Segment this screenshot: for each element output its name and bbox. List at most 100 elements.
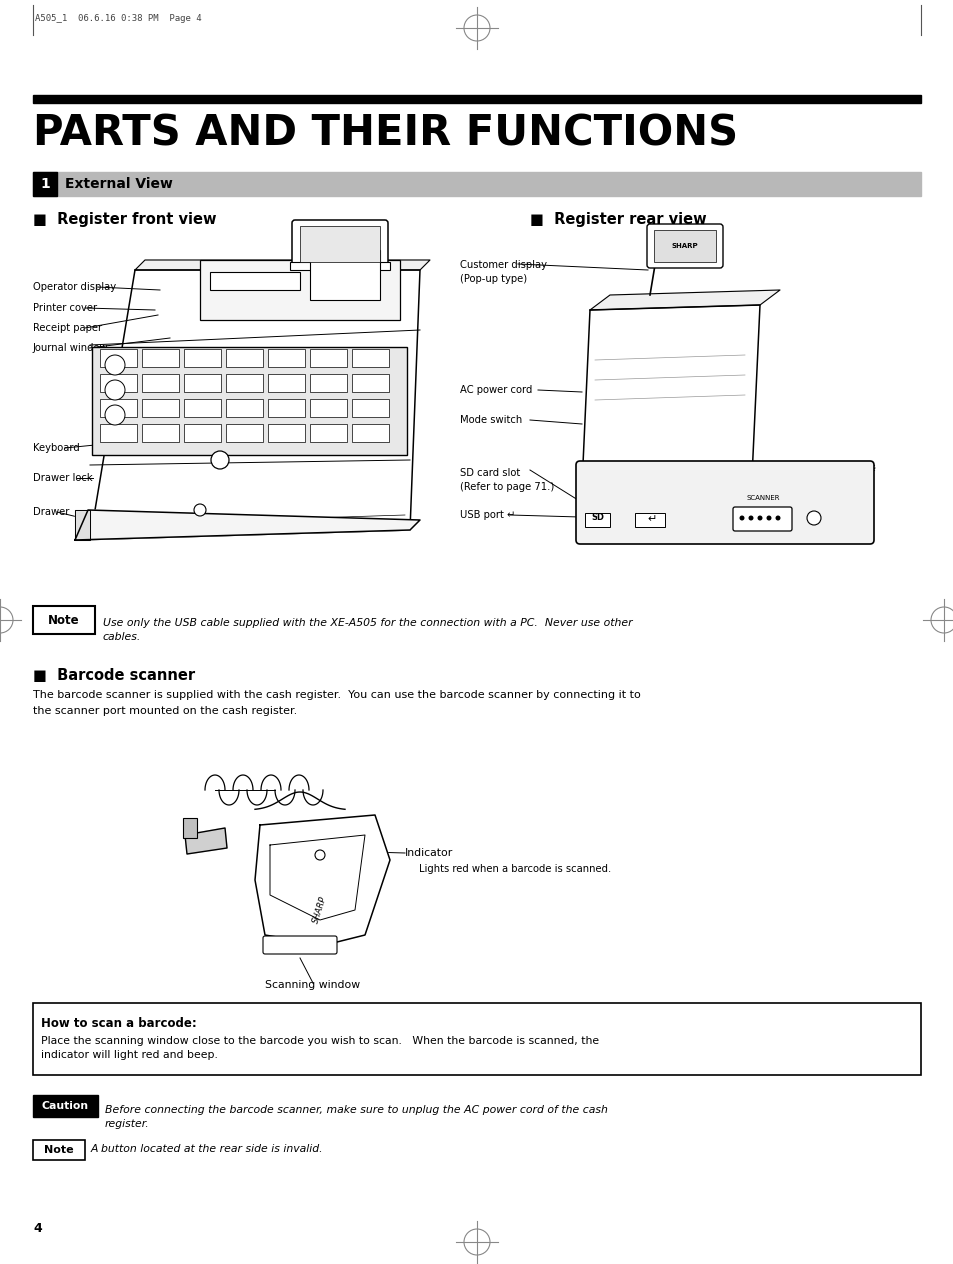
Text: A button located at the rear side is invalid.: A button located at the rear side is inv… xyxy=(91,1144,323,1154)
Text: Mode switch: Mode switch xyxy=(459,415,521,425)
Text: Drawer lock: Drawer lock xyxy=(33,473,92,483)
Bar xyxy=(100,349,137,367)
Text: Keyboard: Keyboard xyxy=(33,442,80,453)
Text: 1: 1 xyxy=(40,177,50,191)
Circle shape xyxy=(105,355,125,375)
Bar xyxy=(268,374,305,392)
Bar xyxy=(142,374,179,392)
Text: Journal window: Journal window xyxy=(33,343,109,353)
Text: SD: SD xyxy=(591,513,604,522)
Circle shape xyxy=(757,516,761,521)
Text: Note: Note xyxy=(44,1145,73,1155)
FancyBboxPatch shape xyxy=(646,224,722,268)
Circle shape xyxy=(739,516,743,521)
Bar xyxy=(210,272,299,289)
Bar xyxy=(352,349,389,367)
Text: Printer cover: Printer cover xyxy=(33,303,97,313)
Bar xyxy=(184,423,221,442)
Text: ■  Barcode scanner: ■ Barcode scanner xyxy=(33,667,195,683)
Circle shape xyxy=(775,516,780,521)
Bar xyxy=(352,399,389,417)
Bar xyxy=(183,818,196,838)
Text: Customer display
(Pop-up type): Customer display (Pop-up type) xyxy=(459,260,546,284)
Bar xyxy=(352,423,389,442)
Bar xyxy=(268,399,305,417)
Circle shape xyxy=(806,511,821,525)
Bar xyxy=(268,349,305,367)
Bar xyxy=(33,1140,85,1160)
Circle shape xyxy=(765,516,771,521)
Bar xyxy=(100,423,137,442)
Polygon shape xyxy=(75,509,419,540)
Bar xyxy=(310,349,347,367)
Bar xyxy=(184,349,221,367)
Polygon shape xyxy=(75,509,90,540)
Text: ■  Register front view: ■ Register front view xyxy=(33,212,216,228)
Bar xyxy=(100,374,137,392)
Bar xyxy=(142,349,179,367)
Text: Scanner port: Scanner port xyxy=(810,463,874,473)
Text: The barcode scanner is supplied with the cash register.  You can use the barcode: The barcode scanner is supplied with the… xyxy=(33,690,640,715)
Bar xyxy=(33,605,95,635)
Text: Place the scanning window close to the barcode you wish to scan.   When the barc: Place the scanning window close to the b… xyxy=(41,1036,598,1060)
Bar xyxy=(226,423,263,442)
Bar xyxy=(142,399,179,417)
Text: AC power cord: AC power cord xyxy=(459,386,532,394)
Bar xyxy=(310,423,347,442)
Bar xyxy=(33,1095,98,1117)
Bar xyxy=(268,423,305,442)
Text: Use only the USB cable supplied with the XE-A505 for the connection with a PC.  : Use only the USB cable supplied with the… xyxy=(103,618,632,642)
Text: Drawer: Drawer xyxy=(33,507,70,517)
Bar xyxy=(33,172,920,196)
Bar xyxy=(310,399,347,417)
Polygon shape xyxy=(254,815,390,945)
Circle shape xyxy=(314,849,325,860)
Text: Note: Note xyxy=(49,613,80,627)
Text: Lights red when a barcode is scanned.: Lights red when a barcode is scanned. xyxy=(418,865,611,873)
Bar xyxy=(226,374,263,392)
Text: Scanning window: Scanning window xyxy=(265,980,359,990)
Bar xyxy=(584,513,609,527)
Polygon shape xyxy=(135,260,430,270)
Circle shape xyxy=(193,504,206,516)
Bar xyxy=(290,262,390,270)
Bar xyxy=(200,260,399,320)
Polygon shape xyxy=(589,289,780,310)
FancyBboxPatch shape xyxy=(576,461,873,544)
Text: Indicator: Indicator xyxy=(405,848,453,858)
Bar xyxy=(654,230,716,262)
Polygon shape xyxy=(579,509,764,530)
Polygon shape xyxy=(185,828,227,854)
Text: External View: External View xyxy=(65,177,172,191)
FancyBboxPatch shape xyxy=(263,937,336,954)
Bar xyxy=(310,374,347,392)
Bar xyxy=(33,95,920,102)
Text: A505_1  06.6.16 0:38 PM  Page 4: A505_1 06.6.16 0:38 PM Page 4 xyxy=(35,14,201,23)
Bar xyxy=(100,399,137,417)
Bar xyxy=(635,513,664,527)
Bar xyxy=(226,349,263,367)
Text: How to scan a barcode:: How to scan a barcode: xyxy=(41,1018,196,1030)
Bar xyxy=(184,374,221,392)
Bar xyxy=(184,399,221,417)
Bar xyxy=(226,399,263,417)
Text: SHARP: SHARP xyxy=(311,895,328,925)
Bar xyxy=(299,226,379,262)
Text: Operator display: Operator display xyxy=(33,282,116,292)
Text: USB port ↵: USB port ↵ xyxy=(459,509,515,520)
Bar xyxy=(352,374,389,392)
Text: ↵: ↵ xyxy=(647,514,656,525)
FancyBboxPatch shape xyxy=(732,507,791,531)
Text: SD card slot
(Refer to page 71.): SD card slot (Refer to page 71.) xyxy=(459,468,554,492)
Text: SCANNER: SCANNER xyxy=(745,495,779,501)
Polygon shape xyxy=(579,305,760,530)
Bar xyxy=(91,348,407,455)
Text: 4: 4 xyxy=(33,1221,42,1235)
Circle shape xyxy=(748,516,753,521)
FancyBboxPatch shape xyxy=(292,220,388,268)
Text: PARTS AND THEIR FUNCTIONS: PARTS AND THEIR FUNCTIONS xyxy=(33,112,738,155)
Text: ■  Register rear view: ■ Register rear view xyxy=(530,212,706,228)
Bar xyxy=(142,423,179,442)
Text: Receipt paper: Receipt paper xyxy=(33,324,102,332)
Text: SHARP: SHARP xyxy=(671,243,698,249)
